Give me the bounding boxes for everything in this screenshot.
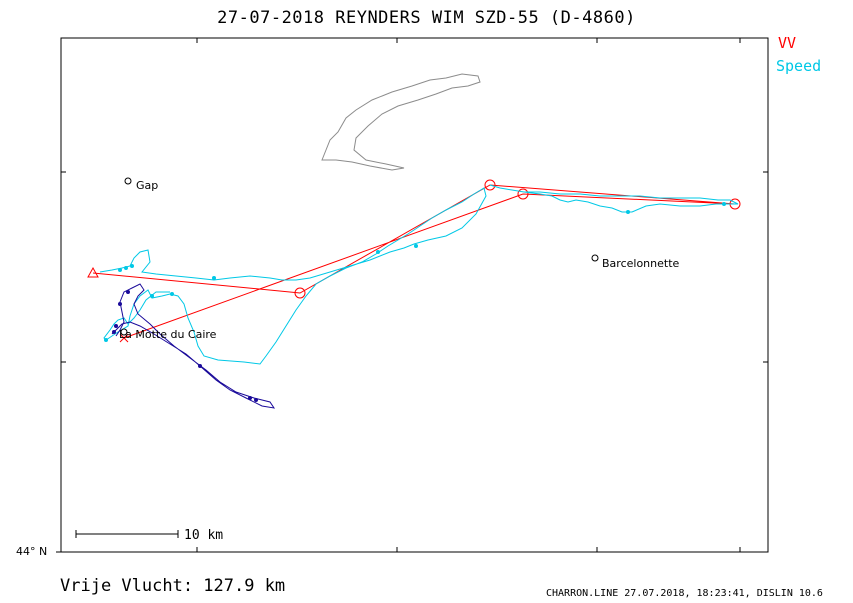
- map-frame: [60, 37, 769, 553]
- scale-bar: [75, 530, 179, 538]
- legend-vv: VV: [778, 34, 797, 52]
- turnpoint-marker: [294, 287, 306, 299]
- lake-outline: [321, 73, 481, 171]
- chart-title: 27-07-2018 REYNDERS WIM SZD-55 (D-4860): [217, 8, 636, 28]
- climb-marks: [112, 290, 258, 402]
- distance-summary: Vrije Vlucht: 127.9 km: [60, 576, 286, 596]
- place-marker: [120, 328, 128, 336]
- scale-bar-label: 10 km: [184, 528, 223, 543]
- legend-speed: Speed: [776, 57, 822, 75]
- finish-marker: [119, 333, 129, 343]
- turnpoint-marker: [484, 179, 496, 191]
- footer-info: CHARRON.LINE 27.07.2018, 18:23:41, DISLI…: [546, 588, 823, 599]
- place-marker: [124, 177, 132, 185]
- turnpoint-marker: [517, 188, 529, 200]
- flight-track-speed: [489, 184, 739, 213]
- start-marker: [87, 266, 99, 278]
- place-label: Barcelonnette: [602, 257, 680, 270]
- thermal-marks: [104, 202, 726, 342]
- place-marker: [591, 254, 599, 262]
- axis-ticks: [56, 38, 768, 553]
- latitude-label: 44° N: [16, 545, 48, 558]
- place-label: Gap: [136, 179, 158, 192]
- place-label: La Motte du Caire: [119, 328, 217, 341]
- flight-track-low: [111, 283, 276, 409]
- task-route: [92, 184, 736, 339]
